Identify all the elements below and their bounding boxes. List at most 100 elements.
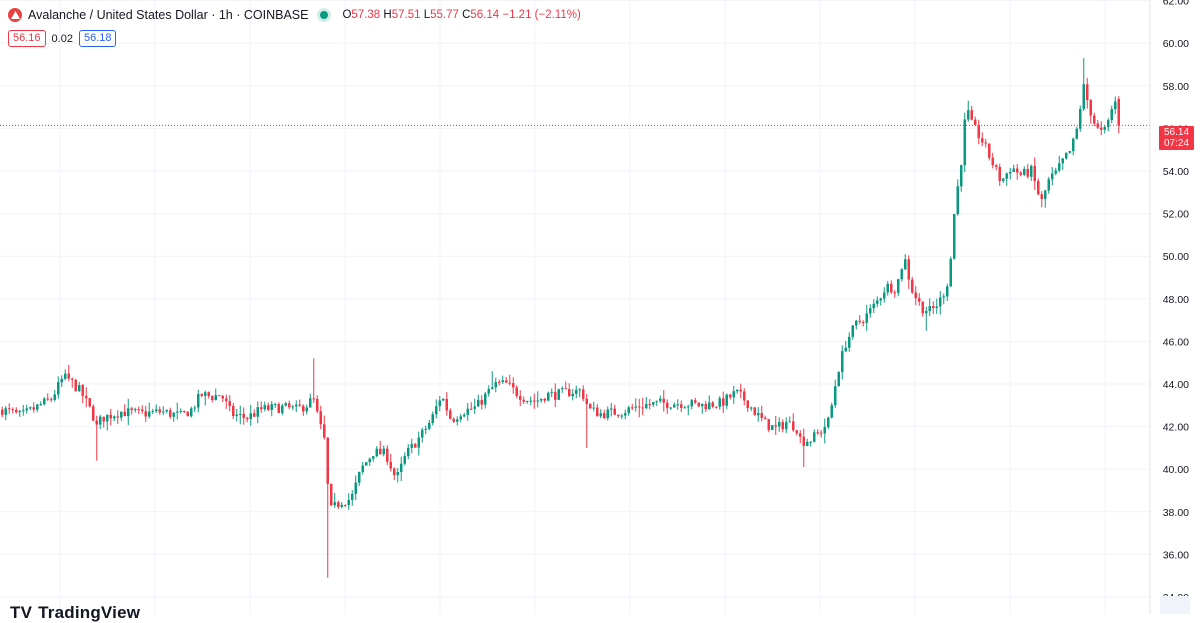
candle-body <box>925 311 928 314</box>
candle-body <box>669 407 672 409</box>
candle-body <box>186 411 189 417</box>
candle-body <box>690 400 693 407</box>
candle-body <box>1117 99 1120 126</box>
candle-body <box>932 306 935 309</box>
price-tick-label: 36.00 <box>1163 549 1189 561</box>
candle-body <box>956 186 959 215</box>
candle-body <box>344 504 347 506</box>
price-tick-label: 50.00 <box>1163 251 1189 263</box>
candle-body <box>785 422 788 430</box>
candle-body <box>522 399 525 402</box>
candle-body <box>680 404 683 408</box>
candle-body <box>732 391 735 398</box>
candle-body <box>1114 101 1117 110</box>
candle-body <box>316 398 319 412</box>
candle-body <box>543 398 546 401</box>
price-axis[interactable]: 34.0036.0038.0040.0042.0044.0046.0048.00… <box>1149 0 1200 614</box>
candle-body <box>347 499 350 506</box>
candle-body <box>1002 178 1005 181</box>
candles[interactable] <box>1 58 1120 578</box>
candle-body <box>386 448 389 462</box>
candle-body <box>71 378 74 380</box>
candle-body <box>1103 127 1106 130</box>
candle-body <box>67 373 70 379</box>
candle-body <box>596 407 599 417</box>
candle-body <box>886 283 889 293</box>
candle-body <box>802 436 805 446</box>
candle-body <box>599 413 602 417</box>
candle-body <box>844 347 847 352</box>
candle-body <box>921 301 924 314</box>
candle-body <box>837 372 840 387</box>
candle-body <box>141 409 144 412</box>
candle-body <box>974 119 977 126</box>
candle-body <box>172 412 175 417</box>
candle-body <box>218 395 221 397</box>
candle-body <box>1072 138 1075 152</box>
candle-body <box>862 321 865 323</box>
candle-body <box>809 441 812 443</box>
candle-body <box>960 165 963 187</box>
candle-body <box>228 401 231 407</box>
candle-body <box>841 351 844 373</box>
candle-body <box>428 423 431 429</box>
candle-body <box>613 408 616 415</box>
candle-body <box>799 433 802 437</box>
candle-body <box>249 413 252 420</box>
candle-body <box>659 398 662 401</box>
candle-body <box>830 405 833 418</box>
candle-body <box>53 394 56 400</box>
candle-body <box>571 393 574 397</box>
candle-body <box>533 400 536 402</box>
candle-body <box>547 392 550 401</box>
candle-body <box>92 406 95 421</box>
time-axis-settings-button[interactable] <box>1160 596 1190 614</box>
candle-body <box>298 404 301 406</box>
candle-body <box>753 407 756 416</box>
candle-body <box>848 336 851 348</box>
price-tick-label: 42.00 <box>1163 422 1189 434</box>
candle-body <box>123 411 126 416</box>
candle-body <box>4 408 7 415</box>
candle-body <box>767 419 770 430</box>
symbol-legend: Avalanche / United States Dollar · 1h · … <box>8 8 581 22</box>
market-status-dot-icon[interactable] <box>320 11 329 19</box>
candle-body <box>162 411 165 413</box>
candle-body <box>554 391 557 400</box>
candle-body <box>232 406 235 417</box>
sell-button[interactable]: 56.16 <box>8 30 46 47</box>
candle-body <box>722 398 725 406</box>
candle-body <box>246 418 249 420</box>
candle-body <box>417 437 420 448</box>
symbol-title[interactable]: Avalanche / United States Dollar · 1h · … <box>28 8 309 22</box>
candle-body <box>806 441 809 446</box>
candle-body <box>337 502 340 508</box>
candle-body <box>771 425 774 430</box>
candle-body <box>1012 168 1015 173</box>
candle-body <box>85 395 88 399</box>
candle-body <box>676 404 679 406</box>
candle-body <box>1065 152 1068 159</box>
candle-body <box>942 296 945 298</box>
price-tick-label: 60.00 <box>1163 38 1189 50</box>
candle-body <box>487 389 490 394</box>
candle-body <box>879 298 882 301</box>
candle-body <box>711 402 714 407</box>
candle-body <box>561 388 564 390</box>
candle-body <box>760 413 763 418</box>
buy-button[interactable]: 56.18 <box>78 30 117 47</box>
candle-body <box>1100 127 1103 130</box>
candle-body <box>1009 172 1012 174</box>
candle-body <box>634 406 637 408</box>
price-tick-label: 48.00 <box>1163 294 1189 306</box>
candle-body <box>1023 168 1026 175</box>
candle-body <box>400 463 403 473</box>
candle-body <box>1054 170 1057 174</box>
candle-body <box>333 502 336 506</box>
candle-body <box>781 422 784 430</box>
candle-body <box>130 408 133 410</box>
candle-body <box>610 408 613 410</box>
candle-body <box>858 320 861 322</box>
